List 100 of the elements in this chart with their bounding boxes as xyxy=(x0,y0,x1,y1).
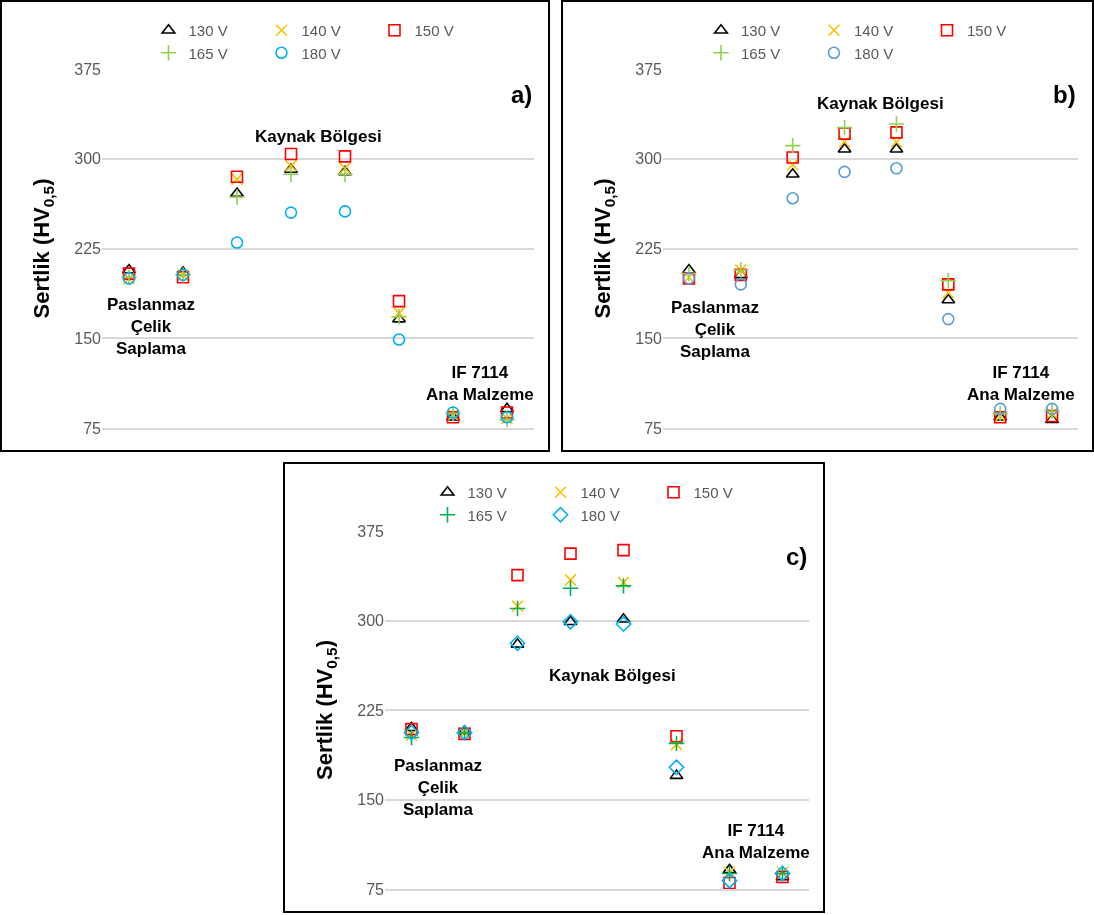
legend-label: 165 V xyxy=(188,44,228,62)
point xyxy=(786,191,799,205)
point xyxy=(509,600,526,618)
point xyxy=(509,635,526,652)
point xyxy=(836,119,854,137)
point xyxy=(403,728,420,746)
point xyxy=(942,312,955,326)
y-tick-label: 75 xyxy=(83,419,102,437)
point xyxy=(838,135,851,149)
point xyxy=(993,402,1007,416)
point xyxy=(336,165,354,183)
point xyxy=(838,165,851,179)
point xyxy=(670,729,683,743)
point xyxy=(120,268,138,286)
annotation: Paslanmaz Çelik Saplama xyxy=(394,756,482,820)
point xyxy=(564,573,577,587)
point xyxy=(838,127,851,140)
legend-label: 150 V xyxy=(414,22,454,40)
point xyxy=(405,722,418,736)
point xyxy=(890,162,903,175)
y-tick-label: 225 xyxy=(74,240,102,258)
annotation: IF 7114 Ana Malzeme xyxy=(702,821,810,863)
point xyxy=(392,294,406,308)
point xyxy=(617,576,630,589)
point xyxy=(511,568,524,582)
point xyxy=(615,577,632,595)
point xyxy=(284,147,298,161)
y-tick-label: 150 xyxy=(635,329,663,347)
legend-label: 180 V xyxy=(301,44,341,62)
annotation: IF 7114 Ana Malzeme xyxy=(426,363,534,405)
point xyxy=(1043,402,1061,420)
point xyxy=(721,872,738,889)
point xyxy=(562,613,579,630)
legend-label: 130 V xyxy=(467,484,507,502)
point xyxy=(942,278,955,291)
point xyxy=(941,293,956,304)
point xyxy=(500,406,514,419)
point xyxy=(722,863,737,874)
point xyxy=(511,599,524,613)
point xyxy=(284,206,298,219)
y-tick-label: 75 xyxy=(366,880,385,898)
point xyxy=(228,188,246,206)
point xyxy=(563,615,578,626)
point xyxy=(282,165,300,183)
legend-label: 140 V xyxy=(854,22,894,40)
point xyxy=(786,151,799,164)
legend-label: 130 V xyxy=(741,22,781,40)
point xyxy=(784,137,802,155)
annotation: Kaynak Bölgesi xyxy=(255,127,382,146)
legend-label: 180 V xyxy=(580,506,620,524)
point xyxy=(670,738,683,751)
point xyxy=(392,306,406,320)
point xyxy=(122,267,136,280)
point xyxy=(615,616,632,633)
y-tick-label: 150 xyxy=(357,791,385,809)
annotation: b) xyxy=(1053,81,1076,108)
annotation: a) xyxy=(511,81,533,108)
legend-label: 150 V xyxy=(967,22,1007,40)
point xyxy=(564,547,577,560)
point xyxy=(338,205,352,218)
legend-label: 140 V xyxy=(580,484,620,502)
point xyxy=(680,265,698,283)
point xyxy=(617,543,630,557)
annotation: IF 7114 Ana Malzeme xyxy=(967,363,1075,405)
y-tick-label: 375 xyxy=(635,60,663,78)
legend-label: 140 V xyxy=(301,22,341,40)
annotation: Kaynak Bölgesi xyxy=(817,94,944,113)
y-tick-label: 150 xyxy=(74,329,102,347)
point xyxy=(230,236,244,249)
legend-label: 180 V xyxy=(854,44,894,62)
annotation: c) xyxy=(786,543,808,570)
legend-label: 165 V xyxy=(467,506,507,524)
point xyxy=(942,286,955,300)
y-tick-label: 225 xyxy=(635,240,663,258)
legend-label: 165 V xyxy=(741,44,781,62)
legend-label: 150 V xyxy=(693,484,733,502)
y-tick-label: 75 xyxy=(644,419,663,437)
point xyxy=(392,333,406,346)
point xyxy=(1045,402,1059,416)
point xyxy=(991,405,1009,423)
point xyxy=(668,759,685,776)
point xyxy=(887,115,905,133)
point xyxy=(338,150,352,163)
point xyxy=(939,272,957,290)
point xyxy=(668,734,685,752)
annotation: Paslanmaz Çelik Saplama xyxy=(671,298,759,362)
point xyxy=(390,308,408,326)
y-tick-label: 375 xyxy=(74,60,102,78)
point xyxy=(723,876,736,889)
point xyxy=(405,728,418,742)
point xyxy=(734,278,748,291)
y-tick-label: 300 xyxy=(74,150,102,168)
y-tick-label: 225 xyxy=(357,701,385,719)
point xyxy=(889,142,904,153)
point xyxy=(562,579,579,597)
y-tick-label: 375 xyxy=(357,522,385,540)
annotation: Kaynak Bölgesi xyxy=(549,666,676,685)
point xyxy=(669,769,684,780)
y-tick-label: 300 xyxy=(357,612,385,630)
point xyxy=(837,142,852,153)
